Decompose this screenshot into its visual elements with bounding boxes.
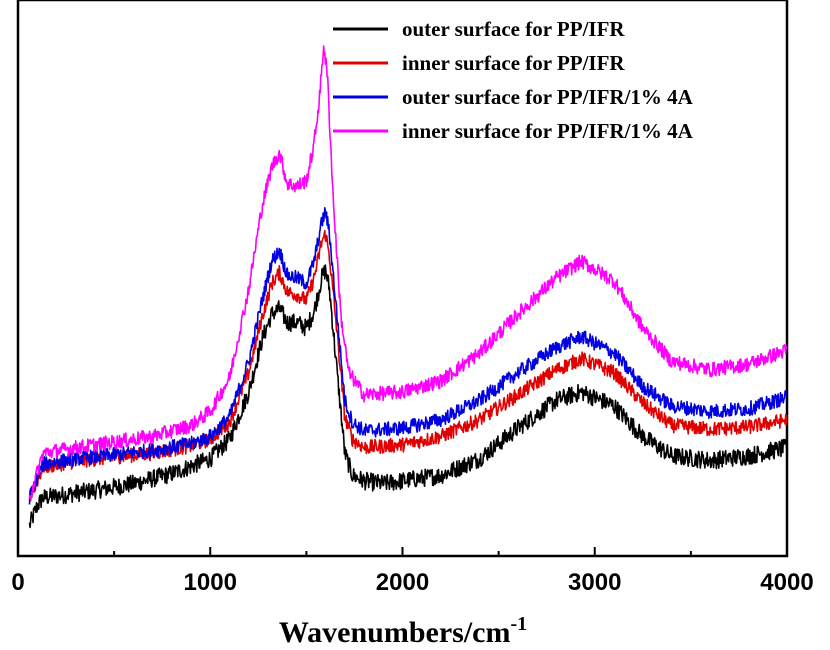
x-tick-label: 2000	[376, 569, 429, 596]
x-tick-label: 3000	[568, 569, 621, 596]
x-tick-label: 0	[11, 569, 24, 596]
legend-label-4: inner surface for PP/IFR/1% 4A	[402, 119, 694, 143]
series-line-1	[28, 264, 788, 529]
x-axis-tick-labels: 0 1000 2000 3000 4000	[11, 569, 813, 596]
x-axis-label: Wavenumbers/cm-1	[279, 613, 527, 649]
x-axis-ticks	[17, 547, 788, 556]
series-line-4	[28, 45, 788, 501]
series-lines	[28, 45, 788, 529]
plot-frame	[16, 0, 789, 558]
legend: outer surface for PP/IFR inner surface fo…	[333, 17, 694, 143]
legend-label-2: inner surface for PP/IFR	[402, 51, 625, 75]
legend-label-3: outer surface for PP/IFR/1% 4A	[402, 85, 694, 109]
x-tick-label: 1000	[184, 569, 237, 596]
x-tick-label: 4000	[760, 569, 813, 596]
legend-label-1: outer surface for PP/IFR	[402, 17, 625, 41]
series-line-3	[28, 207, 788, 505]
